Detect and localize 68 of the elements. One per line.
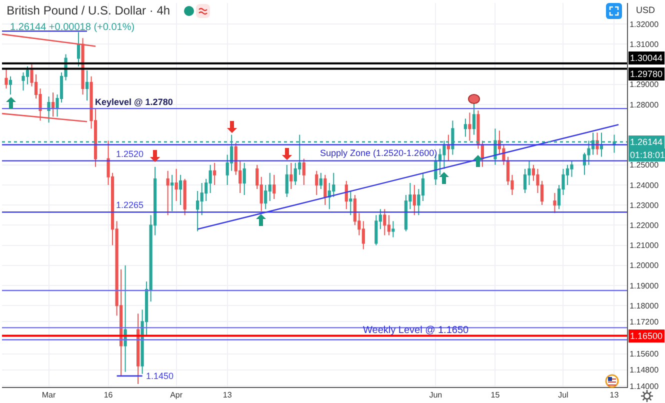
y-tick-label: 1.21000 <box>630 241 660 250</box>
text: USD <box>636 5 656 15</box>
candlestick <box>242 162 246 196</box>
candlestick <box>124 264 127 372</box>
candlestick <box>285 164 288 198</box>
x-tick-label: Apr <box>170 390 183 400</box>
y-tick-label: 1.25000 <box>630 160 660 170</box>
ref-line-label: Keylevel @ 1.2780 <box>95 97 173 107</box>
candlestick <box>136 313 140 384</box>
y-tick-label: 1.29000 <box>630 80 660 90</box>
y-tick-label: 1.23000 <box>630 200 660 210</box>
candlestick <box>446 134 450 162</box>
candlestick <box>392 220 395 238</box>
ref-line-label: 1.2265 <box>116 200 144 210</box>
x-tick-label: Mar <box>42 390 56 400</box>
candlestick <box>183 178 186 216</box>
candlestick <box>290 162 293 190</box>
y-tick-label: 1.19000 <box>630 281 660 290</box>
candlestick <box>174 168 178 202</box>
candlestick <box>324 174 327 206</box>
y-tick-label: 1.14800 <box>630 366 660 375</box>
y-tick-label: 1.22000 <box>630 220 660 230</box>
candlestick <box>472 102 476 136</box>
y-tick-label: 1.28000 <box>630 100 660 110</box>
series-label: 1.1450 <box>146 371 174 381</box>
candlestick <box>315 170 318 196</box>
candlestick <box>383 208 386 236</box>
ref-line-label: 1.16500 <box>630 331 663 341</box>
candlestick <box>272 174 276 200</box>
ref-line-label: 1.30044 <box>630 53 663 63</box>
candlestick <box>302 158 306 186</box>
candlestick <box>349 190 352 216</box>
x-tick-label: 16 <box>104 390 114 400</box>
y-tick-label: 1.17200 <box>630 317 660 326</box>
x-tick-label: 13 <box>222 390 232 400</box>
y-tick-label: 1.24000 <box>630 180 660 190</box>
text: 1.26144 +0.00018 (+0.01%) <box>10 22 135 33</box>
candlestick <box>553 192 556 214</box>
candlestick <box>476 110 480 150</box>
candlestick <box>47 96 50 124</box>
candlestick <box>179 174 182 206</box>
chart-title: British Pound / U.S. Dollar · 4h <box>6 3 170 18</box>
candlestick <box>213 162 216 186</box>
ref-line-label: 1.26144 <box>630 137 663 147</box>
y-tick-label: 1.32000 <box>630 20 660 29</box>
ref-line-label: 1.29780 <box>630 69 663 79</box>
text: 01:18:01 <box>630 150 665 160</box>
x-tick-label: 13 <box>610 390 620 400</box>
candlestick <box>464 118 467 138</box>
y-tick-label: 1.20000 <box>630 261 660 270</box>
y-tick-label: 1.18000 <box>630 301 660 310</box>
y-tick-label: 1.15600 <box>630 350 660 359</box>
candlestick <box>85 70 89 102</box>
candlestick <box>344 180 348 210</box>
candlestick <box>412 184 416 216</box>
candlestick <box>319 172 322 190</box>
annotation: Supply Zone (1.2520-1.2600) <box>320 148 438 158</box>
x-tick-label: Jun <box>429 390 442 400</box>
y-tick-label: 1.14000 <box>630 382 660 391</box>
candlestick <box>170 174 174 212</box>
x-tick-label: 15 <box>490 390 500 400</box>
candlestick <box>166 170 170 216</box>
y-tick-label: 1.31000 <box>630 40 660 50</box>
x-tick-label: Jul <box>558 390 569 400</box>
candlestick <box>468 112 472 142</box>
ref-line-label: 1.2520 <box>116 149 144 159</box>
candlestick <box>76 32 80 67</box>
annotation: Weekly Level @ 1.1650 <box>363 325 470 336</box>
